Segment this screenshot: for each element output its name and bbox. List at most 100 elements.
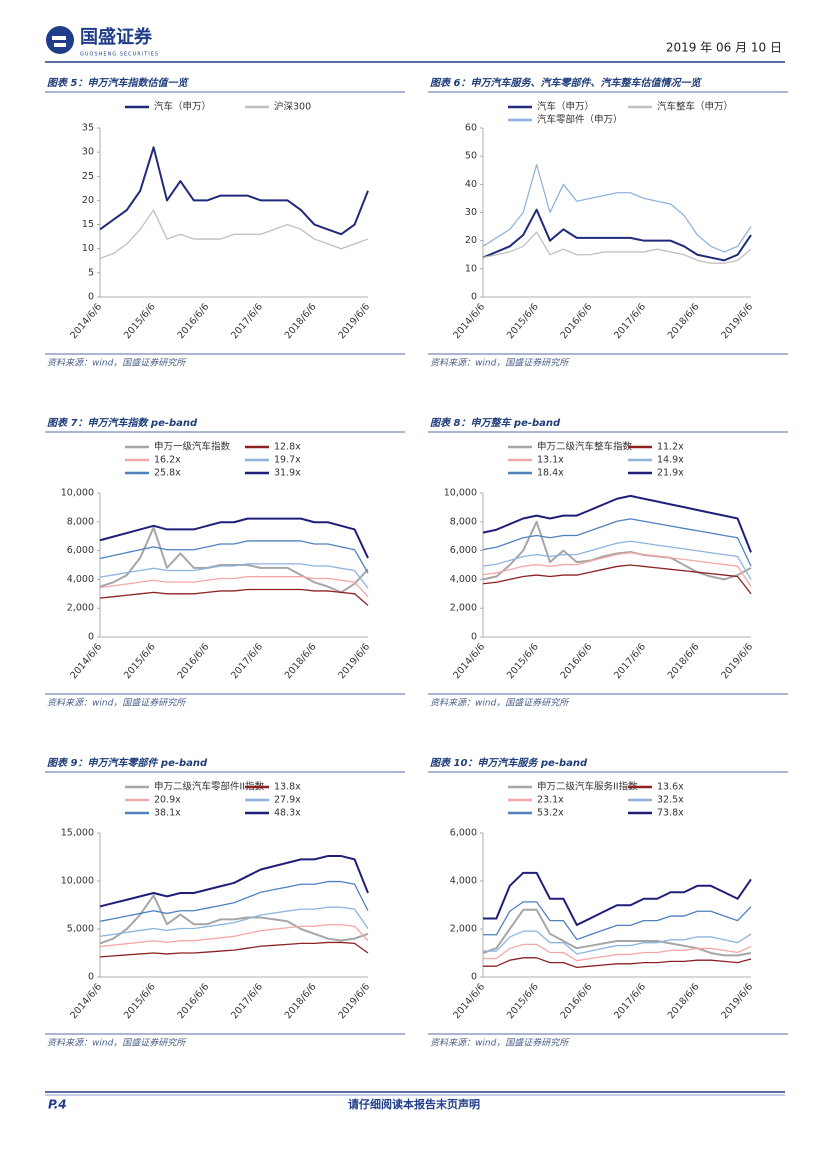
series-line [99,894,369,945]
legend-label: 53.2x [537,808,564,819]
logo-text: 国盛证券 [80,26,153,48]
y-tick-label: 0 [471,292,477,303]
figure-source: 资料来源：wind，国盛证券研究所 [430,1038,570,1049]
x-tick-label: 2018/6/6 [283,641,319,681]
y-tick-label: 60 [465,123,477,134]
figure-source: 资料来源：wind，国盛证券研究所 [430,358,570,369]
y-tick-label: 6,000 [450,545,477,556]
figure-caption: 图表 9：申万汽车零部件 pe-band [47,757,208,769]
x-tick-label: 2014/6/6 [451,641,487,681]
series-line [99,526,369,594]
y-tick-label: 2,000 [450,924,477,935]
y-tick-label: 20 [82,195,94,206]
x-tick-label: 2018/6/6 [283,981,319,1021]
series-line [99,855,369,908]
x-tick-label: 2014/6/6 [68,641,104,681]
legend-label: 48.3x [274,808,301,819]
legend-label: 32.5x [657,795,684,806]
x-tick-label: 2017/6/6 [612,641,648,681]
legend-label: 73.8x [657,808,684,819]
y-tick-label: 2,000 [67,603,94,614]
x-tick-label: 2018/6/6 [666,641,702,681]
x-tick-label: 2017/6/6 [612,981,648,1021]
x-tick-label: 2019/6/6 [336,981,372,1021]
x-tick-label: 2017/6/6 [229,301,265,341]
x-tick-label: 2015/6/6 [505,301,541,341]
x-tick-label: 2018/6/6 [666,981,702,1021]
x-tick-label: 2019/6/6 [719,641,755,681]
x-tick-label: 2019/6/6 [719,301,755,341]
figure-caption: 图表 8：申万整车 pe-band [430,417,561,429]
legend-label: 12.8x [274,442,301,453]
series-line [482,564,752,595]
y-tick-label: 10,000 [61,876,94,887]
figure-caption: 图表 10：申万汽车服务 pe-band [430,757,588,769]
x-tick-label: 2014/6/6 [68,981,104,1021]
series-line [482,908,752,957]
legend-label: 汽车整车（申万） [657,101,733,113]
x-tick-label: 2015/6/6 [122,301,158,341]
x-tick-label: 2015/6/6 [505,981,541,1021]
series-line [99,146,369,236]
y-tick-label: 30 [465,207,477,218]
legend-label: 19.7x [274,455,301,466]
y-tick-label: 15,000 [61,828,94,839]
legend-label: 25.8x [154,468,181,479]
legend-label: 13.8x [274,782,301,793]
series-line [482,518,752,567]
legend-label: 38.1x [154,808,181,819]
x-tick-label: 2017/6/6 [229,641,265,681]
x-tick-label: 2017/6/6 [612,301,648,341]
series-line [482,163,752,253]
series-line [99,924,369,948]
legend-label: 18.4x [537,468,564,479]
x-tick-label: 2016/6/6 [176,641,212,681]
x-tick-label: 2014/6/6 [451,981,487,1021]
y-tick-label: 6,000 [450,828,477,839]
logo-icon [46,26,74,54]
y-tick-label: 4,000 [450,574,477,585]
x-tick-label: 2015/6/6 [122,641,158,681]
y-tick-label: 4,000 [67,574,94,585]
legend-label: 申万二级汽车零部件II指数 [154,781,265,793]
series-line [99,576,369,598]
legend-label: 申万二级汽车服务II指数 [537,781,638,793]
y-tick-label: 50 [465,151,477,162]
x-tick-label: 2019/6/6 [336,301,372,341]
figure-caption: 图表 6：申万汽车服务、汽车零部件、汽车整车估值情况一览 [430,77,702,89]
series-line [99,588,369,606]
legend-label: 汽车（申万） [154,101,211,113]
x-tick-label: 2015/6/6 [122,981,158,1021]
legend-label: 23.1x [537,795,564,806]
series-line [483,871,752,926]
y-tick-label: 10,000 [61,488,94,499]
footer-notice: 请仔细阅读本报告末页声明 [348,1097,480,1111]
y-tick-label: 25 [82,171,94,182]
x-tick-label: 2016/6/6 [176,981,212,1021]
legend-label: 13.6x [657,782,684,793]
series-line [482,208,752,262]
series-line [482,231,752,264]
y-tick-label: 30 [82,147,94,158]
x-tick-label: 2019/6/6 [336,641,372,681]
y-tick-label: 2,000 [450,603,477,614]
x-tick-label: 2015/6/6 [505,641,541,681]
series-line [99,906,369,937]
figure-source: 资料来源：wind，国盛证券研究所 [47,1038,187,1049]
y-tick-label: 15 [82,219,94,230]
legend-label: 汽车零部件（申万） [537,114,623,126]
legend-label: 21.9x [657,468,684,479]
y-tick-label: 0 [471,632,477,643]
series-line [482,520,752,581]
legend-label: 申万二级汽车整车指数 [537,441,633,453]
x-tick-label: 2014/6/6 [451,301,487,341]
x-tick-label: 2017/6/6 [229,981,265,1021]
y-tick-label: 10,000 [444,488,477,499]
figure-caption: 图表 7：申万汽车指数 pe-band [47,417,198,429]
legend-label: 13.1x [537,455,564,466]
legend-label: 20.9x [154,795,181,806]
y-tick-label: 40 [465,179,477,190]
series-line [99,540,369,574]
x-tick-label: 2016/6/6 [176,301,212,341]
